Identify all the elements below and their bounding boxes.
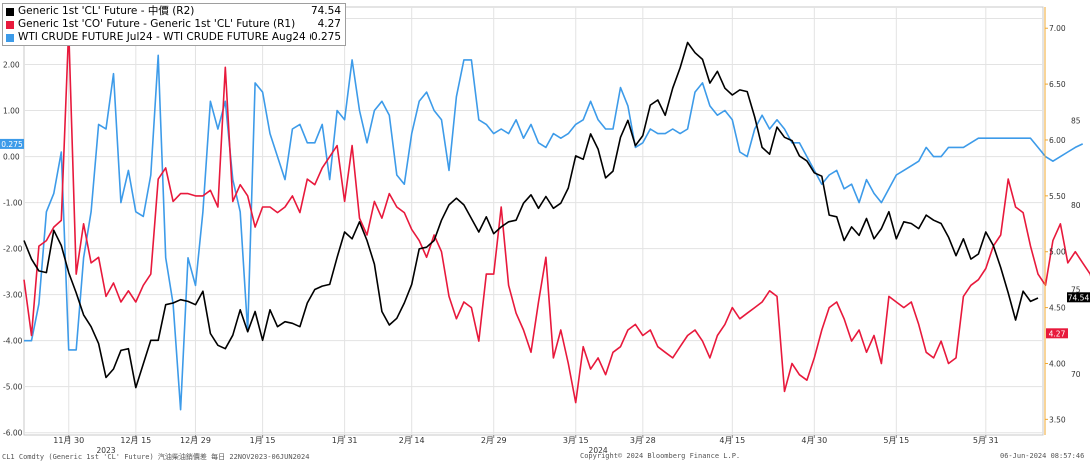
x-axis-tick-label: 5月 15 bbox=[883, 436, 909, 445]
legend-label-cl: Generic 1st 'CL' Future - 中價 (R2) bbox=[18, 5, 195, 17]
x-axis-tick-label: 1月 31 bbox=[332, 436, 358, 445]
x-axis-tick-label: 2月 29 bbox=[481, 436, 507, 445]
x-axis-tick-label: 12月 15 bbox=[120, 436, 151, 445]
series-layer bbox=[23, 27, 1090, 411]
left-axis-tick-label: -6.00 bbox=[3, 429, 23, 438]
right-axis-2-tick-label: 70 bbox=[1071, 370, 1081, 379]
right-axis-1-tick-label: 3.50 bbox=[1049, 415, 1066, 424]
left-axis-tick-label: 0.00 bbox=[3, 153, 20, 162]
right-axis-2-current-badge-bg bbox=[1067, 292, 1090, 303]
x-axis-tick-label: 2月 14 bbox=[399, 436, 425, 445]
left-axis-current-badge: 0.275 bbox=[1, 140, 23, 149]
right-axis-2-tick-label: 80 bbox=[1071, 201, 1081, 210]
legend-label-wti-spread: WTI CRUDE FUTURE Jul24 - WTI CRUDE FUTUR… bbox=[18, 31, 311, 43]
left-axis-tick-label: -1.00 bbox=[3, 199, 23, 208]
legend-label-co-spread: Generic 1st 'CO' Future - Generic 1st 'C… bbox=[18, 18, 296, 30]
x-axis-tick-label: 4月 30 bbox=[801, 436, 827, 445]
x-axis-year-label: 2024 bbox=[589, 446, 608, 455]
footer-source: CL1 Comdty (Generic 1st 'CL' Future) 汽油柴… bbox=[2, 453, 310, 461]
legend-value-wti-spread: 0.275 bbox=[310, 31, 341, 43]
right-axis-1-tick-label: 6.50 bbox=[1049, 80, 1066, 89]
legend-value-co-spread: 4.27 bbox=[317, 18, 341, 30]
x-axis-tick-label: 3月 28 bbox=[630, 436, 656, 445]
right-axis-2-tick-label: 75 bbox=[1071, 286, 1081, 295]
right-axis-1-current-badge: 4.27 bbox=[1049, 329, 1066, 338]
x-axis-tick-label: 3月 15 bbox=[563, 436, 589, 445]
right-axis-2-current-badge: 74.54 bbox=[1068, 293, 1090, 302]
plot-frame bbox=[23, 6, 1044, 436]
x-axis-tick-label: 12月 29 bbox=[180, 436, 211, 445]
legend: Generic 1st 'CL' Future - 中價 (R2) 74.54 … bbox=[2, 3, 346, 46]
left-axis-current-badge-bg bbox=[0, 138, 24, 149]
x-axis-tick-label: 4月 15 bbox=[719, 436, 745, 445]
x-axis-tick-label: 5月 31 bbox=[973, 436, 999, 445]
left-axis-tick-label: -2.00 bbox=[3, 245, 23, 254]
right-axis-1-tick-label: 5.50 bbox=[1049, 192, 1066, 201]
left-axis-tick-label: 2.00 bbox=[3, 61, 20, 70]
left-axis-tick-label: -4.00 bbox=[3, 337, 23, 346]
legend-swatch-wti-spread bbox=[6, 33, 14, 42]
right-axis-1-current-badge-bg bbox=[1046, 328, 1068, 339]
right-axis-1-tick-label: 7.00 bbox=[1049, 24, 1066, 33]
legend-item-cl: Generic 1st 'CL' Future - 中價 (R2) 74.54 bbox=[3, 5, 345, 18]
series-line-0 bbox=[23, 41, 1039, 389]
left-axis-tick-label: -5.00 bbox=[3, 383, 23, 392]
footer-copyright: Copyright© 2024 Bloomberg Finance L.P. bbox=[580, 452, 741, 460]
axes: 3.002.001.000.00-1.00-2.00-3.00-4.00-5.0… bbox=[0, 7, 1090, 455]
legend-swatch-co-spread bbox=[6, 20, 14, 29]
left-axis-tick-label: 1.00 bbox=[3, 107, 20, 116]
right-axis-1-tick-label: 4.50 bbox=[1049, 304, 1066, 313]
x-axis-tick-label: 1月 15 bbox=[250, 436, 276, 445]
legend-swatch-cl bbox=[6, 7, 14, 16]
legend-item-wti-spread: WTI CRUDE FUTURE Jul24 - WTI CRUDE FUTUR… bbox=[3, 31, 345, 44]
series-line-2 bbox=[24, 54, 1084, 411]
right-axis-2-tick-label: 85 bbox=[1071, 116, 1081, 125]
right-axis-1-tick-label: 5.00 bbox=[1049, 248, 1066, 257]
x-axis-tick-label: 11月 30 bbox=[53, 436, 84, 445]
legend-value-cl: 74.54 bbox=[310, 5, 341, 17]
legend-item-co-spread: Generic 1st 'CO' Future - Generic 1st 'C… bbox=[3, 18, 345, 31]
x-axis-year-label: 2023 bbox=[96, 446, 115, 455]
footer-timestamp: 06-Jun-2024 08:57:46 bbox=[1000, 452, 1085, 460]
grid bbox=[23, 6, 1044, 436]
right-axis-1-tick-label: 6.00 bbox=[1049, 136, 1066, 145]
right-axis-1-tick-label: 4.00 bbox=[1049, 359, 1066, 368]
left-axis-tick-label: -3.00 bbox=[3, 291, 23, 300]
series-line-1 bbox=[23, 27, 1090, 404]
